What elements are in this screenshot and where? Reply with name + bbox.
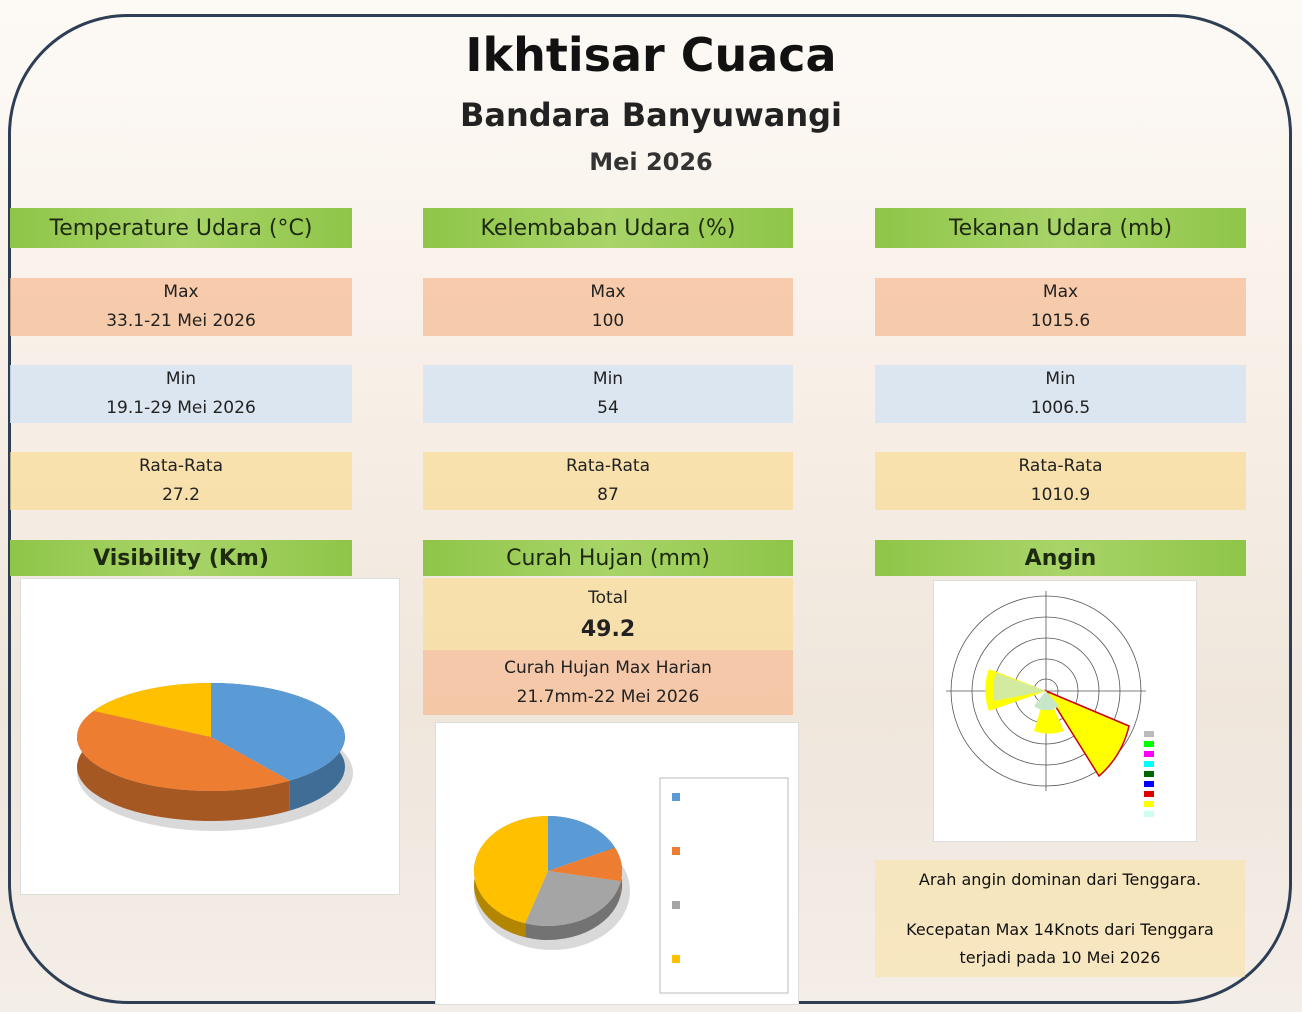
period: Mei 2026	[589, 148, 713, 176]
temperature-heading: Temperature Udara (°C)	[10, 208, 352, 248]
label: Min	[1045, 369, 1076, 389]
label: Rata-Rata	[1018, 456, 1103, 476]
rain-total: Total 49.2	[423, 578, 793, 650]
wind-rose	[946, 591, 1154, 817]
label: Max	[590, 282, 626, 302]
label: Min	[592, 369, 624, 389]
rain-heading: Curah Hujan (mm)	[423, 540, 793, 576]
pie-slice	[93, 683, 211, 737]
rain-chart	[474, 777, 789, 994]
wind-notes: Arah angin dominan dari Tenggara. Kecepa…	[875, 860, 1245, 977]
value: 1006.5	[1030, 398, 1091, 418]
pie-side	[77, 710, 290, 821]
temp-min: Min 19.1-29 Mei 2026	[10, 365, 352, 423]
visibility-panel	[20, 578, 400, 895]
label: Rata-Rata	[138, 456, 223, 476]
title: Ikhtisar Cuaca	[465, 28, 837, 82]
legend-box	[659, 777, 789, 994]
temp-max: Max 33.1-21 Mei 2026	[10, 278, 352, 336]
legend-marker	[672, 847, 680, 855]
label: Rata-Rata	[565, 456, 650, 476]
legend-marker	[672, 901, 680, 909]
value: 19.1-29 Mei 2026	[106, 398, 256, 418]
subtitle: Bandara Banyuwangi	[460, 96, 842, 134]
hum-max: Max 100	[423, 278, 793, 336]
value: 49.2	[580, 617, 636, 642]
pres-avg: Rata-Rata 1010.9	[875, 452, 1246, 510]
value: 100	[591, 311, 625, 331]
wind-heading: Angin	[875, 540, 1246, 576]
temp-avg: Rata-Rata 27.2	[10, 452, 352, 510]
pressure-heading: Tekanan Udara (mb)	[875, 208, 1246, 248]
label: Max	[1042, 282, 1079, 302]
visibility-chart	[77, 683, 353, 831]
value: 33.1-21 Mei 2026	[106, 311, 256, 331]
note: Arah angin dominan dari Tenggara.	[918, 869, 1202, 889]
pres-min: Min 1006.5	[875, 365, 1246, 423]
humidity-heading: Kelembaban Udara (%)	[423, 208, 793, 248]
pres-max: Max 1015.6	[875, 278, 1246, 336]
value: 87	[597, 485, 619, 505]
value: 1010.9	[1030, 485, 1091, 505]
rain-panel	[435, 722, 799, 1005]
label: Curah Hujan Max Harian	[504, 657, 712, 678]
hum-min: Min 54	[423, 365, 793, 423]
wind-rose-panel	[933, 580, 1197, 842]
legend-marker	[672, 955, 680, 963]
visibility-heading: Visibility (Km)	[10, 540, 352, 576]
value: 21.7mm-22 Mei 2026	[516, 686, 700, 707]
rain-max: Curah Hujan Max Harian 21.7mm-22 Mei 2026	[423, 650, 793, 715]
pie-slice	[548, 847, 622, 882]
label: Total	[588, 588, 628, 608]
value: 27.2	[162, 485, 200, 505]
pie-side	[525, 881, 621, 940]
pie-slice	[211, 683, 345, 781]
value: 1015.6	[1030, 311, 1091, 331]
value: 54	[597, 398, 619, 418]
label: Max	[163, 282, 199, 302]
pie-slice	[525, 871, 621, 926]
pie-slice	[548, 816, 615, 871]
note: Kecepatan Max 14Knots dari Tenggara terj…	[906, 919, 1214, 967]
label: Min	[165, 369, 197, 389]
pie-slice	[77, 710, 290, 791]
legend-marker	[672, 793, 680, 801]
pie-slice	[474, 816, 548, 924]
hum-avg: Rata-Rata 87	[423, 452, 793, 510]
